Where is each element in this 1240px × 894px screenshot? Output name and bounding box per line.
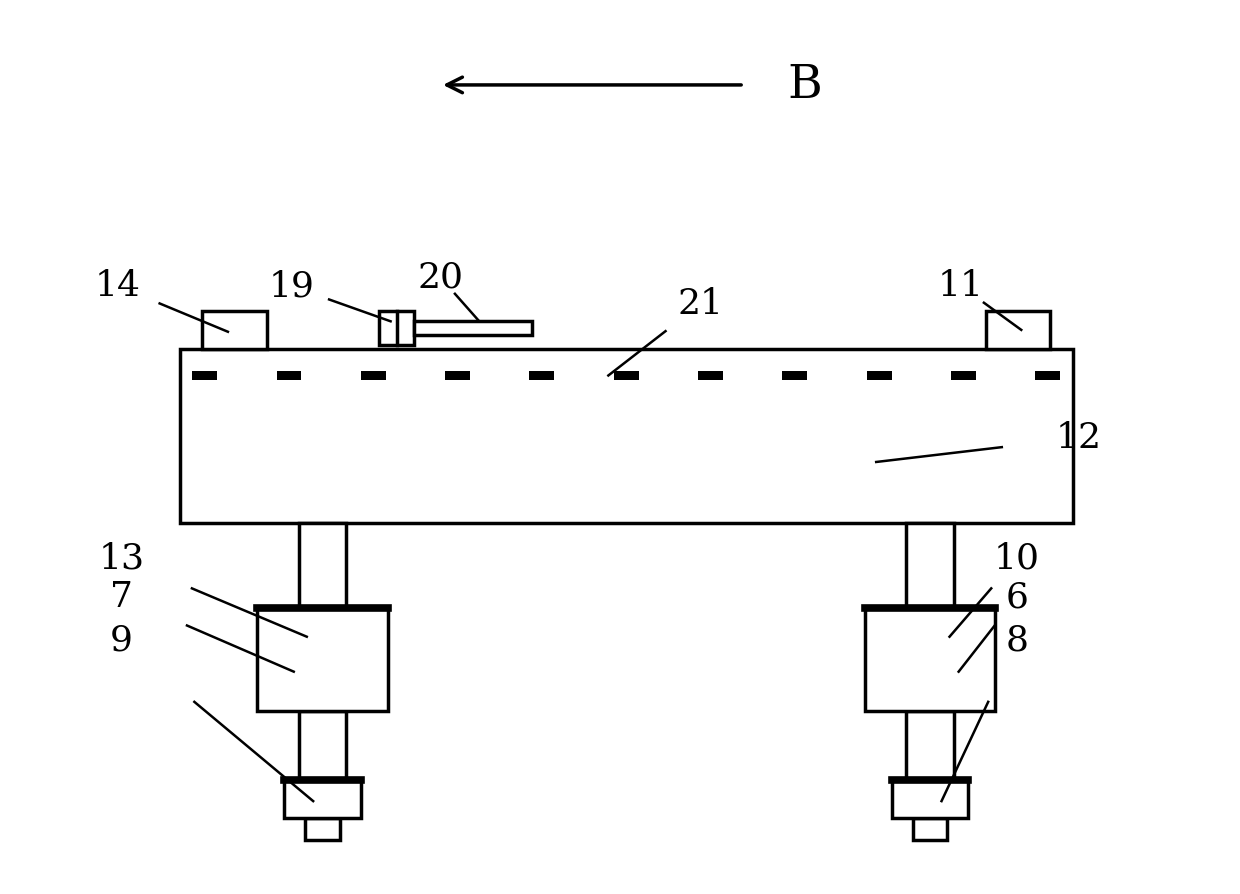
Bar: [258, 608, 387, 711]
Text: 8: 8: [1006, 624, 1028, 658]
Bar: [361, 371, 386, 380]
Bar: [906, 711, 954, 780]
Bar: [192, 371, 217, 380]
Bar: [698, 371, 723, 380]
Text: 12: 12: [1055, 421, 1102, 455]
Bar: [951, 371, 976, 380]
Text: 7: 7: [110, 580, 133, 614]
Text: 10: 10: [993, 542, 1040, 576]
Bar: [782, 371, 807, 380]
Bar: [445, 371, 470, 380]
Bar: [892, 780, 968, 818]
Text: 11: 11: [937, 269, 985, 303]
Text: 20: 20: [417, 260, 464, 294]
Bar: [913, 818, 947, 840]
Bar: [284, 780, 361, 818]
Bar: [299, 711, 346, 780]
Text: 14: 14: [94, 269, 141, 303]
Bar: [986, 311, 1050, 349]
Text: B: B: [787, 63, 822, 107]
Bar: [299, 523, 346, 608]
Bar: [614, 371, 639, 380]
Bar: [414, 321, 532, 335]
Text: 21: 21: [677, 287, 724, 321]
Bar: [379, 311, 414, 345]
Bar: [180, 349, 1073, 523]
Text: 9: 9: [110, 624, 133, 658]
Bar: [529, 371, 554, 380]
Text: 13: 13: [98, 542, 145, 576]
Bar: [906, 523, 954, 608]
Text: 19: 19: [269, 269, 314, 303]
Bar: [202, 311, 267, 349]
Bar: [305, 818, 340, 840]
Bar: [866, 608, 994, 711]
Bar: [1035, 371, 1060, 380]
Bar: [277, 371, 301, 380]
Bar: [867, 371, 892, 380]
Text: 6: 6: [1006, 580, 1028, 614]
